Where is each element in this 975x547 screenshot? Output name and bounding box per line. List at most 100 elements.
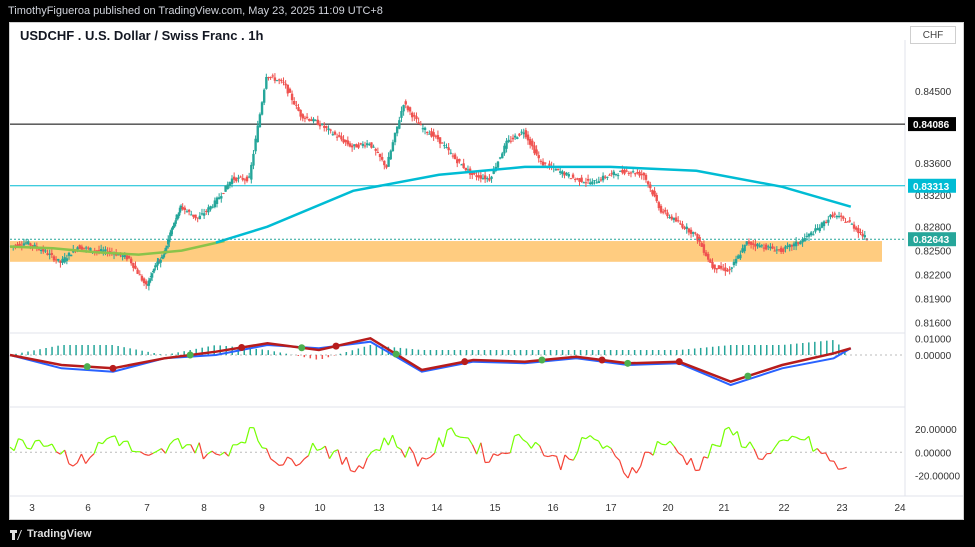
candle-body [338, 135, 341, 137]
oscillator-segment [749, 441, 755, 450]
support-zone [10, 241, 882, 262]
oscillator-segment [345, 456, 352, 471]
candle-body [239, 176, 242, 178]
candle-body [449, 152, 452, 154]
macd-cross-dot [186, 351, 194, 359]
candle-body [636, 172, 639, 174]
candle-body [606, 176, 609, 178]
candle-body [192, 214, 195, 217]
candle-body [591, 181, 594, 185]
candle-body [801, 238, 804, 243]
candle-body [39, 250, 43, 252]
candle-body [67, 252, 71, 256]
oscillator-segment [26, 447, 32, 450]
macd-cross-dot [744, 372, 752, 380]
oscillator-segment [569, 458, 574, 461]
candle-body [539, 160, 543, 162]
candle-body [46, 253, 49, 255]
oscillator-segment [307, 442, 314, 456]
oscillator-segment [833, 460, 839, 470]
candle-body [323, 125, 326, 128]
candle-body [737, 255, 740, 259]
candle-body [453, 154, 457, 160]
candle-body [441, 142, 444, 144]
oscillator-segment [118, 441, 124, 447]
chart-frame[interactable] [9, 22, 964, 520]
candle-body [230, 178, 234, 185]
candle-body [481, 177, 485, 179]
candle-body [773, 250, 776, 252]
oscillator-segment [816, 448, 822, 454]
oscillator-segment [362, 457, 368, 469]
oscillator-segment [207, 450, 213, 455]
oscillator-segment [514, 433, 519, 437]
oscillator-segment [333, 449, 339, 453]
macd-cross-dot [392, 350, 400, 358]
candle-body [258, 114, 262, 128]
candle-body [190, 214, 193, 216]
candle-body [282, 81, 285, 83]
oscillator-segment [265, 448, 272, 460]
candle-body [706, 253, 710, 260]
oscillator-segment [417, 457, 423, 467]
candle-body [415, 116, 418, 120]
oscillator-segment [745, 441, 751, 448]
candle-body [563, 172, 566, 176]
candle-body [797, 242, 800, 244]
currency-button[interactable]: CHF [910, 26, 956, 44]
candle-body [359, 143, 362, 145]
candle-body [691, 232, 695, 234]
candle-body [576, 178, 579, 180]
candle-body [226, 184, 229, 190]
candle-body [159, 259, 162, 263]
candle-body [346, 140, 350, 145]
candle-body [303, 117, 307, 119]
candle-body [205, 210, 208, 212]
oscillator-segment [480, 442, 486, 463]
macd-tick-label: 0.00000 [915, 351, 952, 362]
candle-body [752, 243, 755, 245]
time-tick-label: 15 [489, 503, 501, 514]
candle-body [254, 138, 257, 152]
candle-body [522, 132, 525, 135]
candle-body [794, 241, 798, 247]
oscillator-segment [190, 444, 196, 454]
oscillator-segment [68, 463, 74, 467]
candle-body [155, 265, 158, 267]
candle-body [370, 142, 373, 148]
candle-body [809, 232, 813, 236]
moving-average-mid-line [9, 239, 225, 256]
oscillator-segment [72, 462, 78, 467]
oscillator-segment [838, 468, 843, 470]
candle-body [634, 173, 637, 175]
candle-body [466, 169, 470, 171]
oscillator-segment [287, 456, 292, 460]
time-tick-label: 7 [144, 503, 150, 514]
tradingview-logo-icon [10, 530, 22, 540]
candle-body [859, 232, 862, 234]
oscillator-segment [312, 442, 318, 451]
candle-body [702, 244, 706, 253]
candle-body [505, 140, 508, 149]
candle-body [857, 228, 860, 234]
time-tick-label: 20 [662, 503, 674, 514]
candle-body [595, 182, 598, 184]
candle-body [82, 247, 86, 249]
oscillator-segment [324, 445, 331, 459]
oscillator-segment [383, 437, 389, 446]
candle-body [413, 115, 416, 117]
candle-body [644, 174, 648, 180]
candle-body [541, 161, 545, 166]
oscillator-segment [194, 442, 200, 454]
candle-body [848, 220, 851, 222]
oscillator-segment [703, 456, 709, 459]
price-level-tag-text: 0.83313 [913, 182, 950, 193]
oscillator-segment [106, 436, 112, 440]
oscillator-segment [543, 455, 549, 458]
candle-body [668, 217, 671, 219]
candle-body [340, 136, 343, 140]
candle-body [558, 171, 562, 173]
candle-body [320, 123, 324, 125]
candle-body [694, 232, 697, 234]
